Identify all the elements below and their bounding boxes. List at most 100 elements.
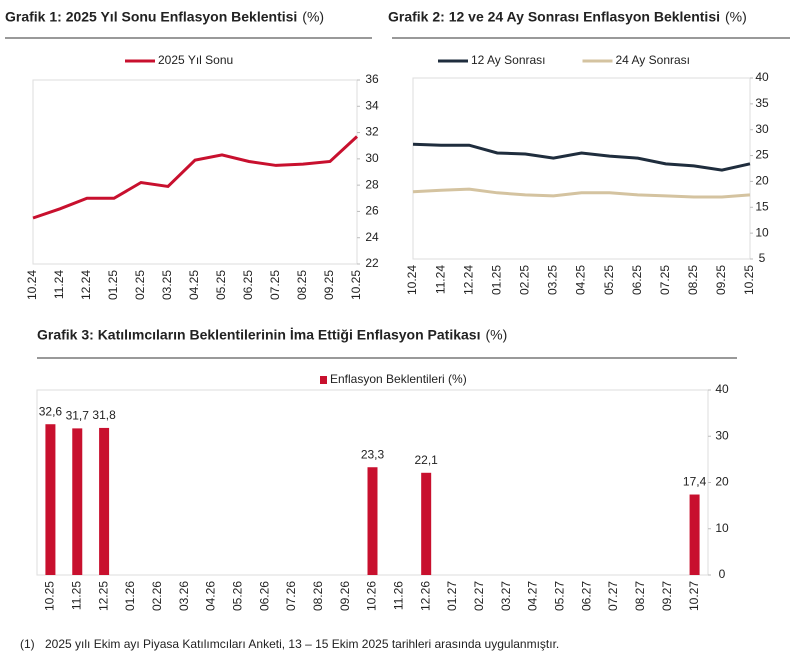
y-tick-label: 22 — [365, 256, 379, 270]
y-tick-label: 30 — [715, 428, 729, 442]
y-tick-label: 20 — [755, 174, 769, 188]
x-tick-label: 09.26 — [338, 581, 352, 611]
x-tick-label: 01.25 — [106, 270, 120, 300]
x-tick-label: 03.25 — [160, 270, 174, 300]
legend-label: 12 Ay Sonrası — [471, 53, 546, 67]
y-tick-label: 36 — [365, 72, 379, 86]
y-tick-label: 10 — [755, 225, 769, 239]
x-tick-label: 05.27 — [553, 581, 567, 611]
x-tick-label: 04.27 — [526, 581, 540, 611]
x-tick-label: 05.25 — [602, 265, 616, 295]
x-tick-label: 10.27 — [687, 581, 701, 611]
x-tick-label: 07.26 — [284, 581, 298, 611]
x-tick-label: 12.26 — [418, 581, 432, 611]
y-tick-label: 10 — [715, 521, 729, 535]
footnote-marker: (1) — [20, 637, 35, 651]
y-tick-label: 30 — [365, 151, 379, 165]
data-label: 32,6 — [39, 404, 63, 418]
y-tick-label: 15 — [755, 199, 769, 213]
y-tick-label: 26 — [365, 204, 379, 218]
line — [32, 135, 359, 220]
x-tick-label: 06.25 — [241, 270, 255, 300]
y-tick-label: 34 — [365, 98, 379, 112]
x-tick-label: 12.24 — [79, 270, 93, 300]
legend-swatch — [320, 376, 327, 384]
x-tick-label: 01.27 — [445, 581, 459, 611]
chart-title-unit: (%) — [485, 327, 507, 343]
data-label: 22,1 — [415, 453, 439, 467]
x-tick-label: 01.25 — [489, 265, 503, 295]
x-tick-label: 09.25 — [714, 265, 728, 295]
x-tick-label: 11.24 — [433, 265, 447, 294]
bar — [45, 424, 56, 575]
chart-title: Grafik 1: 2025 Yıl Sonu Enflasyon Beklen… — [5, 9, 297, 25]
x-tick-label: 07.27 — [606, 581, 620, 611]
x-tick-label: 06.25 — [630, 265, 644, 295]
bar — [421, 472, 432, 575]
x-tick-label: 10.25 — [43, 581, 57, 611]
x-tick-label: 07.25 — [658, 265, 672, 295]
y-tick-label: 40 — [715, 382, 729, 396]
bar — [367, 467, 378, 575]
data-label: 31,8 — [92, 408, 116, 422]
y-tick-label: 35 — [755, 96, 769, 110]
x-tick-label: 08.25 — [295, 270, 309, 300]
data-label: 31,7 — [66, 409, 90, 423]
data-label: 17,4 — [683, 475, 707, 489]
legend-label: 2025 Yıl Sonu — [158, 53, 233, 67]
chart-title: Grafik 2: 12 ve 24 Ay Sonrası Enflasyon … — [388, 9, 720, 25]
x-tick-label: 06.26 — [257, 581, 271, 611]
x-tick-label: 07.25 — [268, 270, 282, 300]
data-label: 23,3 — [361, 447, 385, 461]
x-tick-label: 02.27 — [472, 581, 486, 611]
x-tick-label: 12.25 — [96, 581, 110, 611]
y-tick-label: 28 — [365, 177, 379, 191]
bar — [99, 427, 110, 575]
chart-title: Grafik 3: Katılımcıların Beklentilerinin… — [37, 327, 480, 343]
x-tick-label: 12.24 — [461, 265, 475, 295]
y-tick-label: 5 — [759, 251, 766, 265]
x-tick-label: 10.24 — [25, 270, 39, 300]
y-tick-label: 20 — [715, 475, 729, 489]
x-tick-label: 10.25 — [742, 265, 756, 295]
x-tick-label: 11.26 — [392, 581, 406, 610]
y-tick-label: 40 — [755, 70, 769, 84]
x-tick-label: 02.25 — [133, 270, 147, 300]
x-tick-label: 06.27 — [579, 581, 593, 611]
chart-title-unit: (%) — [725, 9, 747, 25]
x-tick-label: 10.25 — [349, 270, 363, 300]
x-tick-label: 02.26 — [150, 581, 164, 611]
legend-label: 24 Ay Sonrası — [616, 53, 691, 67]
x-tick-label: 08.26 — [311, 581, 325, 611]
x-tick-label: 04.25 — [574, 265, 588, 295]
x-tick-label: 08.27 — [633, 581, 647, 611]
chart-title-unit: (%) — [302, 9, 324, 25]
line — [412, 142, 751, 172]
x-tick-label: 05.25 — [214, 270, 228, 300]
x-tick-label: 02.25 — [518, 265, 532, 295]
x-tick-label: 11.25 — [69, 581, 83, 610]
x-tick-label: 03.26 — [177, 581, 191, 611]
x-tick-label: 03.27 — [499, 581, 513, 611]
x-tick-label: 03.25 — [546, 265, 560, 295]
y-tick-label: 32 — [365, 125, 379, 139]
x-tick-label: 10.24 — [405, 265, 419, 295]
y-tick-label: 30 — [755, 122, 769, 136]
x-tick-label: 05.26 — [230, 581, 244, 611]
bar — [72, 428, 83, 575]
x-tick-label: 09.25 — [322, 270, 336, 300]
legend-label: Enflasyon Beklentileri (%) — [330, 372, 467, 386]
y-tick-label: 24 — [365, 230, 379, 244]
footnote-text: 2025 yılı Ekim ayı Piyasa Katılımcıları … — [45, 637, 559, 651]
x-tick-label: 10.26 — [365, 581, 379, 611]
x-tick-label: 04.25 — [187, 270, 201, 300]
y-tick-label: 25 — [755, 148, 769, 162]
line — [412, 187, 751, 199]
x-tick-label: 04.26 — [204, 581, 218, 611]
x-tick-label: 09.27 — [660, 581, 674, 611]
bar — [689, 494, 700, 575]
x-tick-label: 11.24 — [52, 270, 66, 299]
x-tick-label: 01.26 — [123, 581, 137, 611]
x-tick-label: 08.25 — [686, 265, 700, 295]
